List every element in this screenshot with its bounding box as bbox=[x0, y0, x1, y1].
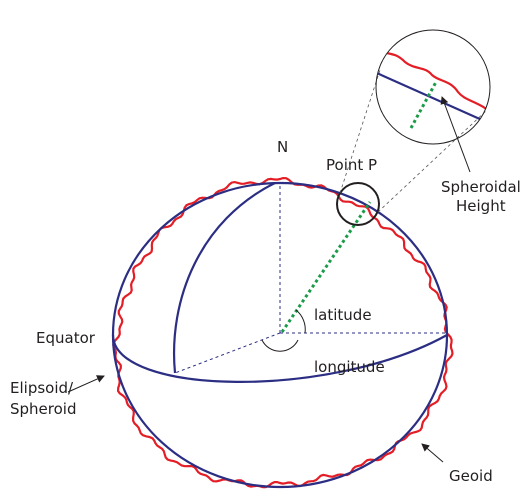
label-height: Height bbox=[456, 197, 506, 215]
meridian bbox=[174, 183, 275, 373]
label-point: Point P bbox=[326, 156, 377, 174]
geoid-arrow bbox=[422, 444, 443, 462]
latitude-arc bbox=[296, 310, 305, 333]
zoom-guide bbox=[340, 70, 380, 193]
label-equator: Equator bbox=[36, 329, 96, 347]
label-ellipsoid: Elipsoid/ bbox=[10, 379, 74, 397]
label-ellipsoid: Spheroid bbox=[10, 400, 76, 418]
zoom-circle bbox=[376, 30, 490, 144]
label-geoid: Geoid bbox=[449, 467, 493, 485]
label-latitude: latitude bbox=[314, 306, 372, 324]
longitude-arc bbox=[262, 340, 298, 351]
label-longitude: longitude bbox=[314, 358, 385, 376]
longitude-line bbox=[175, 333, 280, 373]
label-north: N bbox=[277, 138, 288, 156]
equator-line bbox=[113, 335, 447, 382]
diagram: N Point P Spheroidal Height latitude lon… bbox=[0, 0, 529, 496]
point-circle bbox=[337, 183, 379, 225]
label-height: Spheroidal bbox=[441, 178, 521, 196]
ellipsoid-arrow bbox=[68, 376, 104, 392]
